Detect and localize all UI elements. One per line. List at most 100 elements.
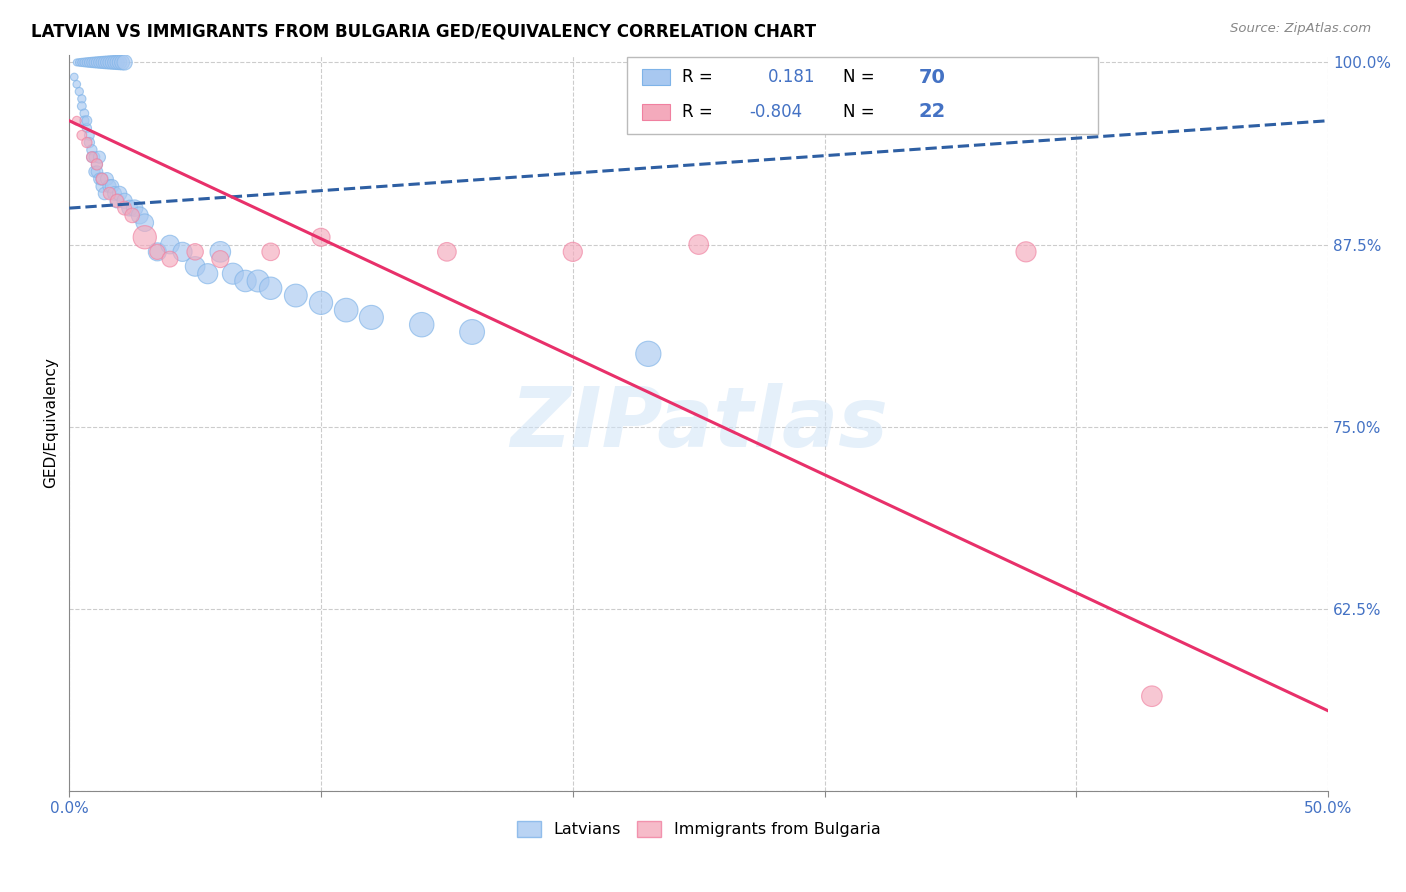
FancyBboxPatch shape <box>643 103 669 120</box>
Point <box>114 55 136 70</box>
Point <box>66 55 89 70</box>
Point <box>79 55 101 70</box>
Point <box>197 267 219 281</box>
Point <box>260 281 283 295</box>
Point <box>93 55 115 70</box>
Point <box>105 55 128 70</box>
Point <box>309 295 332 310</box>
Point <box>1015 244 1038 259</box>
Point <box>105 194 128 208</box>
Point <box>91 172 114 186</box>
Point <box>184 244 207 259</box>
Point <box>235 274 257 288</box>
Point <box>83 55 105 70</box>
Point <box>360 310 382 325</box>
Point <box>98 179 121 194</box>
Point <box>73 106 96 120</box>
Point <box>73 113 96 128</box>
Point <box>66 113 89 128</box>
Point <box>96 172 118 186</box>
Point <box>98 186 121 201</box>
Point <box>209 244 232 259</box>
Text: 0.181: 0.181 <box>768 68 815 87</box>
Point <box>70 99 93 113</box>
Point <box>70 128 93 143</box>
Point <box>89 55 111 70</box>
Point <box>222 267 245 281</box>
FancyBboxPatch shape <box>643 69 669 86</box>
Point <box>103 186 125 201</box>
Point <box>86 157 108 171</box>
Point <box>309 230 332 244</box>
Point <box>146 244 169 259</box>
Text: 70: 70 <box>920 68 946 87</box>
Text: N =: N = <box>844 68 875 87</box>
Point <box>134 230 156 244</box>
Point <box>101 55 124 70</box>
Point <box>101 179 124 194</box>
Point <box>63 70 86 84</box>
Point <box>103 55 125 70</box>
Point <box>335 303 357 318</box>
Point <box>93 186 115 201</box>
Point <box>98 55 121 70</box>
Point <box>121 208 143 222</box>
Point <box>66 77 89 91</box>
FancyBboxPatch shape <box>627 57 1098 134</box>
Text: R =: R = <box>682 103 713 120</box>
Text: Source: ZipAtlas.com: Source: ZipAtlas.com <box>1230 22 1371 36</box>
Text: -0.804: -0.804 <box>749 103 803 120</box>
Point <box>70 92 93 106</box>
Point <box>76 55 98 70</box>
Point <box>561 244 583 259</box>
Point <box>79 128 101 143</box>
Point <box>688 237 710 252</box>
Point <box>105 194 128 208</box>
Point <box>172 244 194 259</box>
Point <box>73 55 96 70</box>
Point <box>128 208 150 222</box>
Point <box>108 186 131 201</box>
Point <box>247 274 270 288</box>
Point <box>80 55 103 70</box>
Point <box>89 172 111 186</box>
Point <box>124 201 146 215</box>
Y-axis label: GED/Equivalency: GED/Equivalency <box>44 358 58 489</box>
Point <box>76 120 98 135</box>
Point <box>118 201 141 215</box>
Point <box>260 244 283 259</box>
Point <box>184 260 207 274</box>
Point <box>1140 690 1163 704</box>
Point <box>76 113 98 128</box>
Point <box>461 325 484 339</box>
Point <box>436 244 458 259</box>
Point <box>86 55 108 70</box>
Point <box>67 55 90 70</box>
Point <box>91 172 114 186</box>
Text: 22: 22 <box>920 103 946 121</box>
Point <box>80 150 103 164</box>
Text: ZIPatlas: ZIPatlas <box>510 383 887 464</box>
Text: R =: R = <box>682 68 724 87</box>
Point <box>114 201 136 215</box>
Point <box>80 143 103 157</box>
Point <box>114 194 136 208</box>
Point <box>146 244 169 259</box>
Point <box>209 252 232 266</box>
Point <box>91 179 114 194</box>
Point <box>108 55 131 70</box>
Text: LATVIAN VS IMMIGRANTS FROM BULGARIA GED/EQUIVALENCY CORRELATION CHART: LATVIAN VS IMMIGRANTS FROM BULGARIA GED/… <box>31 22 815 40</box>
Point <box>83 150 105 164</box>
Point <box>83 164 105 178</box>
Point <box>159 252 181 266</box>
Point <box>111 55 134 70</box>
Point <box>637 347 659 361</box>
Point <box>96 55 118 70</box>
Point <box>159 237 181 252</box>
Point <box>76 136 98 150</box>
Point <box>91 55 114 70</box>
Point <box>70 55 93 70</box>
Point <box>89 150 111 164</box>
Point <box>411 318 433 332</box>
Point <box>80 150 103 164</box>
